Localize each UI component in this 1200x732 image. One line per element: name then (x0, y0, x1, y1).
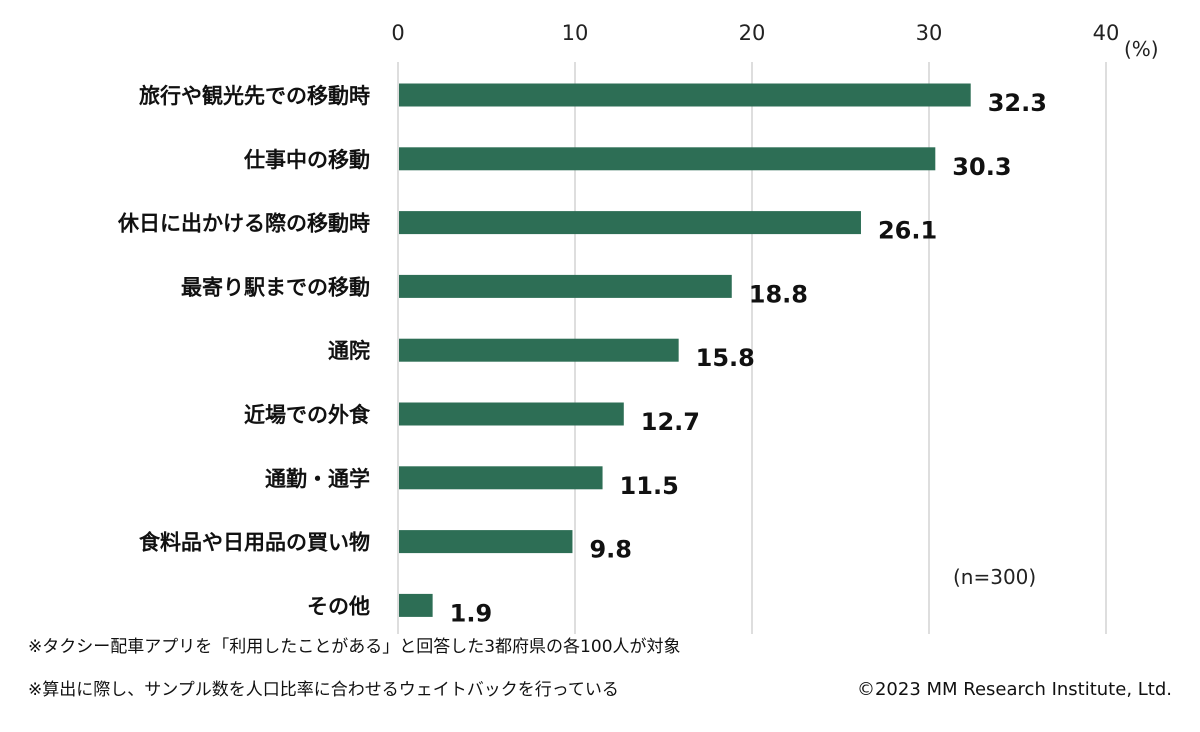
category-label: 仕事中の移動 (243, 148, 370, 172)
bars (399, 83, 971, 617)
value-label: 26.1 (878, 217, 937, 245)
bar (399, 466, 603, 490)
x-axis-ticks: 0 10 20 30 40 (391, 21, 1119, 45)
category-label: 近場での外食 (244, 403, 371, 427)
x-tick-label: 30 (916, 21, 943, 45)
category-label: 通勤・通学 (265, 467, 370, 491)
bar (399, 338, 679, 362)
category-label: 休日に出かける際の移動時 (117, 212, 370, 236)
bar (399, 530, 573, 554)
category-label: 旅行や観光先での移動時 (139, 84, 370, 108)
value-label: 30.3 (952, 153, 1011, 181)
bar (399, 83, 971, 107)
bar (399, 147, 936, 171)
x-tick-label: 40 (1093, 21, 1120, 45)
value-label: 15.8 (696, 344, 755, 372)
value-label: 1.9 (450, 599, 493, 627)
category-label: 通院 (328, 339, 370, 363)
value-labels: 32.3 30.3 26.1 18.8 15.8 12.7 11.5 9.8 1.9 (450, 89, 1047, 627)
x-tick-label: 20 (739, 21, 766, 45)
value-label: 9.8 (589, 536, 632, 564)
x-tick-label: 10 (562, 21, 589, 45)
bar (399, 274, 732, 298)
bar (399, 593, 433, 617)
sample-size-note: (n=300) (953, 565, 1036, 589)
footnote-2: ※算出に際し、サンプル数を人口比率に合わせるウェイトバックを行っている (28, 680, 619, 700)
value-label: 18.8 (749, 280, 808, 308)
value-label: 32.3 (988, 89, 1047, 117)
footnote-1: ※タクシー配車アプリを「利用したことがある」と回答した3都府県の各100人が対象 (28, 637, 681, 657)
copyright: ©2023 MM Research Institute, Ltd. (857, 679, 1172, 700)
category-label: 最寄り駅までの移動 (181, 275, 370, 299)
category-labels: 旅行や観光先での移動時仕事中の移動休日に出かける際の移動時最寄り駅までの移動通院… (117, 84, 371, 618)
category-label: 食料品や日用品の買い物 (139, 531, 370, 555)
bar (399, 211, 861, 235)
bar (399, 402, 624, 426)
x-tick-label: 0 (391, 21, 404, 45)
value-label: 11.5 (620, 472, 679, 500)
unit-label: (%) (1124, 37, 1159, 61)
value-label: 12.7 (641, 408, 700, 436)
category-label: その他 (307, 594, 370, 618)
